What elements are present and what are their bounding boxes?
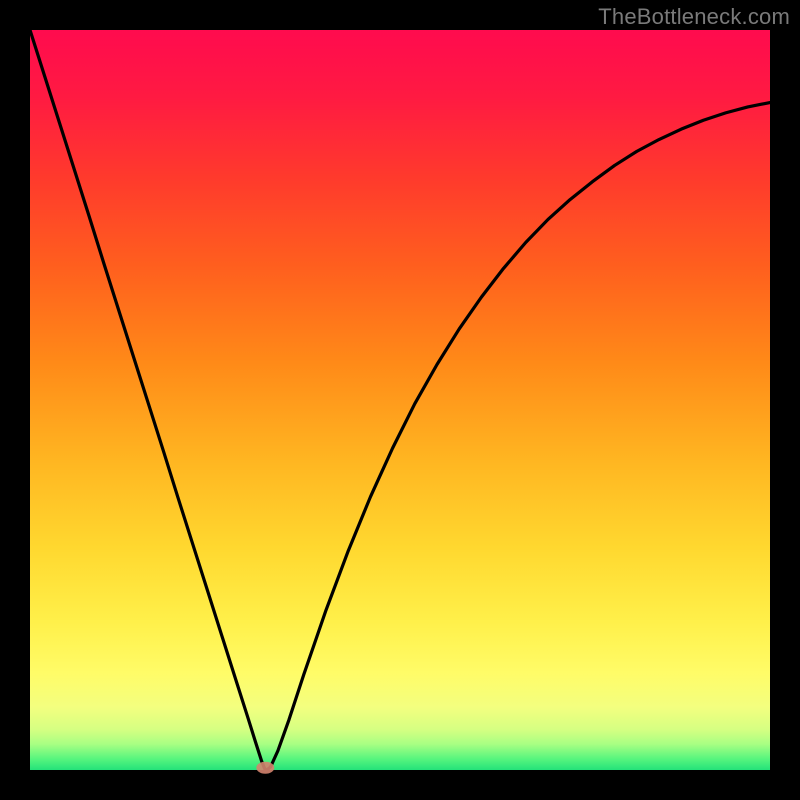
watermark-text: TheBottleneck.com <box>598 4 790 30</box>
minimum-marker <box>256 762 274 774</box>
chart-svg <box>0 0 800 800</box>
bottleneck-chart: TheBottleneck.com <box>0 0 800 800</box>
